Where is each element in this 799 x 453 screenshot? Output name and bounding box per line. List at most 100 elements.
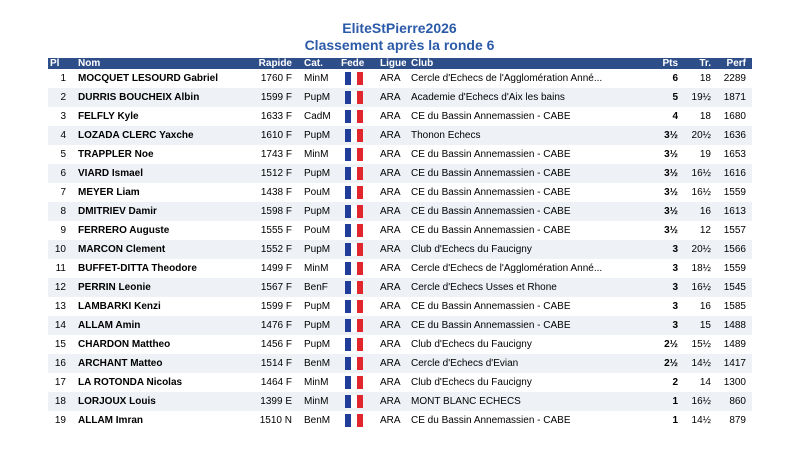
tr-cell: 15 — [699, 320, 711, 331]
cat-cell: MinM — [304, 73, 329, 84]
perf-cell: 2289 — [723, 73, 746, 84]
tr-cell: 12 — [699, 225, 711, 236]
table-row: 13 LAMBARKI Kenzi 1599 F PupM ARA CE du Bassi… — [48, 297, 752, 316]
pl-cell: 13 — [54, 301, 66, 312]
pts-cell: 3 — [672, 244, 678, 255]
perf-cell: 1613 — [723, 206, 746, 217]
pl-cell: 2 — [60, 92, 66, 103]
table-row: 15 CHARDON Mattheo 1456 F PupM ARA Club d'Ech… — [48, 335, 752, 354]
tr-cell: 18 — [699, 73, 711, 84]
ligue-cell: ARA — [380, 358, 401, 369]
column-header: Nom — [78, 58, 101, 69]
column-header: Cat. — [304, 58, 323, 69]
ligue-cell: ARA — [380, 415, 401, 426]
cat-cell: CadM — [304, 111, 331, 122]
column-header: Ligue — [380, 58, 406, 69]
rapide-cell: 1464 F — [260, 377, 292, 388]
standings-table: Pl Nom Rapide Cat. Fede Ligue Club Pts Tr. Perf 1 M… — [48, 58, 752, 430]
club-cell: Cercle d'Echecs de l'Agglomération Anné.… — [411, 73, 603, 84]
rapide-cell: 1476 F — [260, 320, 292, 331]
column-header: Tr. — [699, 58, 711, 69]
tr-cell: 14 — [699, 377, 711, 388]
club-cell: CE du Bassin Annemassien - CABE — [411, 168, 571, 179]
perf-cell: 860 — [729, 396, 746, 407]
pts-cell: 3½ — [664, 225, 678, 236]
pl-cell: 10 — [54, 244, 66, 255]
pl-cell: 5 — [60, 149, 66, 160]
nom-cell: DURRIS BOUCHEIX Albin — [78, 92, 200, 103]
cat-cell: PouM — [304, 187, 331, 198]
pl-cell: 18 — [54, 396, 66, 407]
flag-icon — [345, 395, 363, 408]
pl-cell: 14 — [54, 320, 66, 331]
flag-icon — [345, 281, 363, 294]
ligue-cell: ARA — [380, 206, 401, 217]
cat-cell: PupM — [304, 168, 331, 179]
column-header: Pts — [662, 58, 678, 69]
tr-cell: 14½ — [691, 358, 711, 369]
pl-cell: 16 — [54, 358, 66, 369]
perf-cell: 1300 — [723, 377, 746, 388]
nom-cell: ARCHANT Matteo — [78, 358, 163, 369]
table-row: 14 ALLAM Amin 1476 F PupM ARA CE du Bassin An… — [48, 316, 752, 335]
tr-cell: 20½ — [691, 130, 711, 141]
table-row: 2 DURRIS BOUCHEIX Albin 1599 F PupM ARA Acade… — [48, 88, 752, 107]
ligue-cell: ARA — [380, 377, 401, 388]
club-cell: CE du Bassin Annemassien - CABE — [411, 320, 571, 331]
flag-icon — [345, 205, 363, 218]
club-cell: CE du Bassin Annemassien - CABE — [411, 415, 571, 426]
flag-icon — [345, 148, 363, 161]
pl-cell: 8 — [60, 206, 66, 217]
pts-cell: 2½ — [664, 339, 678, 350]
pts-cell: 3½ — [664, 206, 678, 217]
ligue-cell: ARA — [380, 92, 401, 103]
club-cell: Club d'Echecs du Faucigny — [411, 339, 532, 350]
club-cell: Cercle d'Echecs d'Evian — [411, 358, 519, 369]
perf-cell: 1557 — [723, 225, 746, 236]
pts-cell: 5 — [672, 92, 678, 103]
perf-cell: 1417 — [723, 358, 746, 369]
pl-cell: 6 — [60, 168, 66, 179]
perf-cell: 1653 — [723, 149, 746, 160]
pts-cell: 3½ — [664, 149, 678, 160]
tr-cell: 20½ — [691, 244, 711, 255]
pts-cell: 4 — [672, 111, 678, 122]
ligue-cell: ARA — [380, 244, 401, 255]
pts-cell: 3 — [672, 320, 678, 331]
rapide-cell: 1610 F — [260, 130, 292, 141]
table-row: 12 PERRIN Leonie 1567 F BenF ARA Cercle d'Ech… — [48, 278, 752, 297]
column-header: Perf — [726, 58, 746, 69]
cat-cell: MinM — [304, 396, 329, 407]
club-cell: Thonon Echecs — [411, 130, 481, 141]
pts-cell: 1 — [672, 396, 678, 407]
pl-cell: 9 — [60, 225, 66, 236]
cat-cell: PupM — [304, 301, 331, 312]
nom-cell: DMITRIEV Damir — [78, 206, 157, 217]
cat-cell: PupM — [304, 130, 331, 141]
nom-cell: MOCQUET LESOURD Gabriel — [78, 73, 219, 84]
club-cell: Club d'Echecs du Faucigny — [411, 377, 532, 388]
column-header: Rapide — [258, 58, 292, 69]
ligue-cell: ARA — [380, 225, 401, 236]
nom-cell: FELFLY Kyle — [78, 111, 139, 122]
club-cell: MONT BLANC ECHECS — [411, 396, 521, 407]
tr-cell: 16½ — [691, 168, 711, 179]
table-row: 5 TRAPPLER Noe 1743 F MinM ARA CE du Bassin A… — [48, 145, 752, 164]
flag-icon — [345, 110, 363, 123]
nom-cell: LORJOUX Louis — [78, 396, 156, 407]
pl-cell: 15 — [54, 339, 66, 350]
ligue-cell: ARA — [380, 187, 401, 198]
perf-cell: 1680 — [723, 111, 746, 122]
rapide-cell: 1598 F — [260, 206, 292, 217]
pts-cell: 3 — [672, 301, 678, 312]
table-row: 9 FERRERO Auguste 1555 F PouM ARA CE du Bassi… — [48, 221, 752, 240]
club-cell: CE du Bassin Annemassien - CABE — [411, 111, 571, 122]
rapide-cell: 1514 F — [260, 358, 292, 369]
ligue-cell: ARA — [380, 396, 401, 407]
tr-cell: 14½ — [691, 415, 711, 426]
table-row: 10 MARCON Clement 1552 F PupM ARA Club d'Eche… — [48, 240, 752, 259]
pts-cell: 6 — [672, 73, 678, 84]
tr-cell: 18 — [699, 111, 711, 122]
club-cell: CE du Bassin Annemassien - CABE — [411, 206, 571, 217]
